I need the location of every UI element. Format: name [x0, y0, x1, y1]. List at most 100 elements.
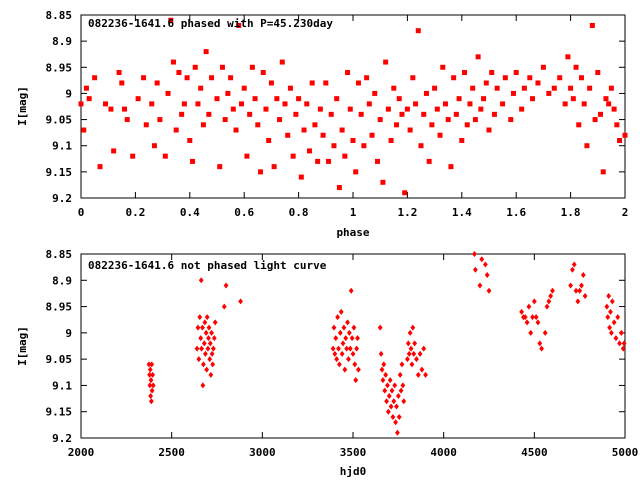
data-point	[287, 85, 293, 91]
data-point	[202, 319, 208, 326]
unphased-chart-xlabel: hjd0	[340, 465, 367, 478]
data-point	[309, 80, 315, 86]
data-point	[323, 80, 329, 86]
data-point	[355, 335, 360, 342]
data-point	[266, 137, 272, 143]
data-point	[423, 90, 429, 96]
data-point	[282, 101, 288, 107]
data-point	[233, 127, 239, 133]
data-point	[340, 340, 346, 347]
data-point	[334, 356, 340, 363]
phased-xtick-label: 0.6	[234, 206, 254, 219]
phased-xtick-label: 1	[350, 206, 357, 219]
unphased-chart-points	[146, 251, 627, 436]
data-point	[204, 366, 210, 373]
phased-chart-points	[78, 17, 628, 196]
data-point	[150, 382, 156, 389]
data-point	[238, 101, 244, 107]
data-point	[298, 174, 304, 180]
unphased-ytick-label: 9.05	[46, 353, 73, 366]
data-point	[148, 377, 154, 384]
data-point	[440, 64, 446, 70]
data-point	[389, 387, 395, 394]
data-point	[350, 137, 356, 143]
data-point	[92, 75, 98, 81]
data-point	[484, 272, 490, 279]
data-point	[535, 319, 541, 326]
data-point	[326, 158, 332, 164]
data-point	[258, 169, 264, 175]
data-point	[413, 101, 419, 107]
phased-ytick-label: 9.2	[52, 192, 72, 205]
phased-ytick-label: 9.15	[46, 166, 73, 179]
data-point	[400, 382, 406, 389]
data-point	[122, 106, 128, 112]
data-point	[277, 117, 283, 123]
data-point	[620, 345, 626, 352]
data-point	[146, 361, 152, 368]
data-point	[557, 75, 563, 81]
data-point	[604, 303, 610, 310]
data-point	[607, 324, 612, 331]
phased-xtick-label: 0.8	[289, 206, 309, 219]
phased-ytick-label: 8.95	[46, 61, 73, 74]
data-point	[296, 96, 302, 102]
data-point	[481, 96, 487, 102]
unphased-ytick-label: 9.2	[52, 432, 72, 445]
data-point	[434, 106, 440, 112]
data-point	[540, 64, 546, 70]
data-point	[173, 127, 179, 133]
data-point	[575, 298, 581, 305]
data-point	[448, 164, 454, 170]
data-point	[306, 148, 312, 154]
data-point	[606, 101, 612, 107]
data-point	[472, 251, 477, 257]
data-point	[464, 122, 470, 128]
data-point	[442, 101, 448, 107]
data-point	[181, 101, 187, 107]
data-point	[580, 272, 586, 279]
data-point	[402, 190, 408, 196]
data-point	[519, 106, 525, 112]
data-point	[350, 350, 356, 357]
data-point	[408, 345, 414, 352]
data-point	[268, 80, 274, 86]
data-point	[342, 153, 348, 159]
data-point	[200, 382, 206, 389]
data-point	[78, 101, 84, 107]
data-point	[334, 96, 340, 102]
data-point	[606, 293, 612, 300]
phased-xtick-label: 1.4	[452, 206, 472, 219]
data-point	[204, 314, 210, 321]
data-point	[418, 143, 424, 149]
data-point	[526, 303, 532, 310]
data-point	[473, 266, 478, 273]
data-point	[419, 366, 425, 373]
data-point	[393, 419, 399, 426]
data-point	[423, 371, 428, 378]
data-point	[111, 148, 117, 154]
data-point	[397, 371, 403, 378]
data-point	[391, 85, 397, 91]
data-point	[165, 90, 171, 96]
unphased-ytick-label: 9.1	[52, 379, 72, 392]
data-point	[579, 282, 584, 289]
data-point	[201, 340, 207, 347]
data-point	[330, 345, 336, 352]
data-point	[290, 153, 296, 159]
phased-ytick-label: 8.9	[52, 35, 72, 48]
data-point	[150, 371, 156, 378]
data-point	[467, 101, 473, 107]
data-point	[381, 361, 387, 368]
phased-xtick-label: 0.4	[180, 206, 200, 219]
data-point	[83, 85, 89, 91]
data-point	[617, 340, 622, 347]
data-point	[453, 111, 459, 117]
data-point	[608, 308, 613, 315]
data-point	[361, 143, 367, 149]
phased-ytick-label: 9.05	[46, 114, 73, 127]
data-point	[354, 345, 360, 352]
data-point	[482, 261, 488, 268]
data-point	[576, 122, 582, 128]
